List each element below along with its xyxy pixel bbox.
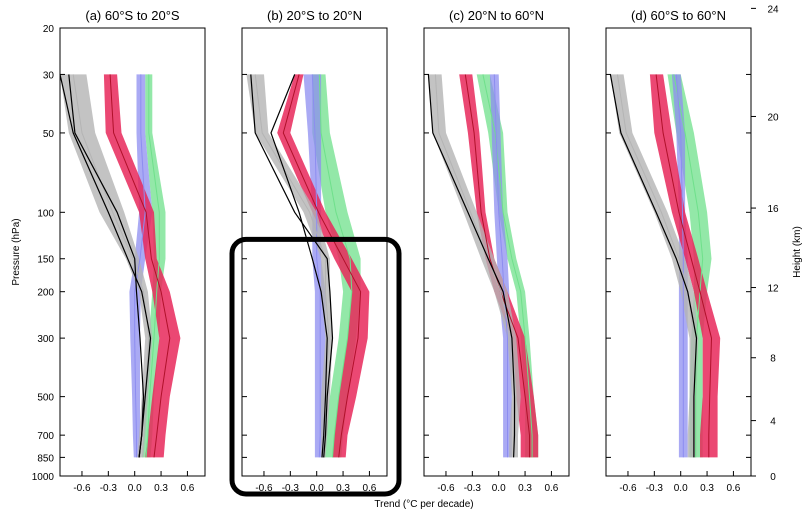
black-trend-line bbox=[609, 74, 698, 458]
blue-band bbox=[489, 74, 512, 458]
pressure-tick-label: 200 bbox=[37, 288, 54, 299]
pressure-tick-label: 100 bbox=[37, 208, 54, 219]
highlight-box bbox=[229, 236, 402, 497]
x-tick-label: -0.3 bbox=[464, 483, 482, 494]
x-tick-label: 0.3 bbox=[518, 483, 532, 494]
x-tick-label: -0.6 bbox=[437, 483, 455, 494]
panel-1: (a) 60°S to 20°S -0.6 -0.3 0.0 0.3 0.6 bbox=[59, 8, 206, 494]
panel-frame bbox=[59, 27, 206, 477]
x-tick-label: -0.6 bbox=[619, 483, 637, 494]
height-tick-label: 8 bbox=[770, 354, 776, 365]
x-tick-label: -0.3 bbox=[282, 483, 300, 494]
x-axis-label: Trend (°C per decade) bbox=[374, 499, 473, 510]
x-tick-label: 0.0 bbox=[674, 483, 688, 494]
x-tick-label: 0.6 bbox=[180, 483, 194, 494]
pressure-tick-label: 300 bbox=[37, 334, 54, 345]
x-tick-label: 0.3 bbox=[154, 483, 168, 494]
panel-title: (a) 60°S to 20°S bbox=[85, 8, 180, 23]
blue-trend-line bbox=[311, 74, 321, 458]
blue-trend-line bbox=[675, 74, 684, 458]
panel-title: (b) 20°S to 20°N bbox=[267, 8, 362, 23]
x-tick-label: 0.0 bbox=[492, 483, 506, 494]
black-trend-line bbox=[270, 74, 328, 458]
x-tick-label: 0.0 bbox=[128, 483, 142, 494]
blue-trend-line bbox=[134, 74, 146, 458]
pressure-tick-label: 150 bbox=[37, 255, 54, 266]
x-tick-label: -0.6 bbox=[73, 483, 91, 494]
black-trend-line bbox=[68, 74, 145, 458]
height-tick-label: 0 bbox=[770, 472, 776, 483]
grey-band bbox=[428, 74, 521, 458]
x-tick-label: 0.6 bbox=[362, 483, 376, 494]
green-trend-line bbox=[482, 74, 533, 458]
red-band bbox=[459, 74, 539, 458]
red-band bbox=[649, 74, 721, 458]
x-tick-label: -0.3 bbox=[100, 483, 118, 494]
height-tick-label: 12 bbox=[767, 284, 779, 295]
panel-frame bbox=[423, 27, 570, 477]
pressure-tick-label: 850 bbox=[37, 453, 54, 464]
panel-title: (c) 20°N to 60°N bbox=[449, 8, 544, 23]
x-tick-label: 0.3 bbox=[336, 483, 350, 494]
pressure-tick-label: 1000 bbox=[32, 472, 55, 483]
panel-3: (c) 20°N to 60°N -0.6 -0.3 0.0 0.3 0.6 bbox=[423, 8, 570, 494]
height-tick-label: 20 bbox=[767, 112, 779, 123]
pressure-tick-label: 700 bbox=[37, 431, 54, 442]
green-trend-line bbox=[145, 74, 160, 458]
panel-frame bbox=[241, 27, 388, 477]
x-tick-label: 0.6 bbox=[544, 483, 558, 494]
red-band bbox=[103, 74, 181, 458]
red_line-trend-line bbox=[109, 74, 171, 458]
blue-trend-line bbox=[493, 74, 508, 458]
x-tick-label: 0.0 bbox=[310, 483, 324, 494]
green-trend-line bbox=[318, 74, 353, 458]
panel-4: (d) 60°S to 60°N -0.6 -0.3 0.0 0.3 0.6 bbox=[605, 8, 752, 494]
height-tick-label: 4 bbox=[770, 417, 776, 428]
height-tick-label: 16 bbox=[767, 204, 779, 215]
panel-frame bbox=[605, 27, 752, 477]
pressure-tick-label: 30 bbox=[43, 70, 55, 81]
y-axis-label-right: Height (km) bbox=[792, 226, 803, 278]
pressure-tick-label: 20 bbox=[43, 24, 55, 35]
panel-title: (d) 60°S to 60°N bbox=[631, 8, 726, 23]
black-trend-line bbox=[250, 74, 334, 458]
x-tick-label: -0.3 bbox=[646, 483, 664, 494]
black-trend-line bbox=[427, 74, 516, 458]
panel-2: (b) 20°S to 20°N -0.6 -0.3 0.0 0.3 0.6 bbox=[241, 8, 388, 494]
x-tick-label: 0.3 bbox=[700, 483, 714, 494]
height-tick-label: 24 bbox=[767, 4, 779, 15]
x-tick-label: 0.6 bbox=[726, 483, 740, 494]
green-band bbox=[667, 74, 712, 458]
pressure-tick-label: 50 bbox=[43, 129, 55, 140]
red_line-trend-line bbox=[655, 74, 713, 458]
pressure-tick-label: 500 bbox=[37, 393, 54, 404]
x-tick-label: -0.6 bbox=[255, 483, 273, 494]
y-axis-label-left: Pressure (hPa) bbox=[11, 218, 22, 285]
red_line-trend-line bbox=[282, 74, 362, 458]
